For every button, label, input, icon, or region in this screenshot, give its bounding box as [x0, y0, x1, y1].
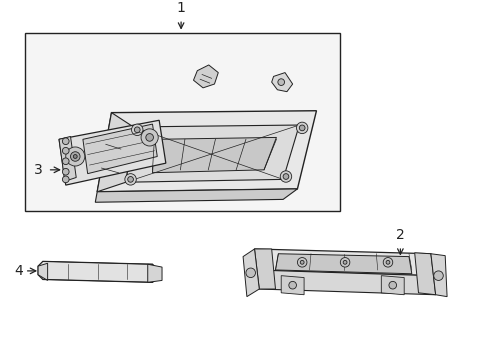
Circle shape [62, 158, 69, 165]
Polygon shape [97, 111, 316, 192]
Polygon shape [125, 125, 299, 182]
Circle shape [283, 174, 288, 179]
Polygon shape [275, 254, 411, 274]
Polygon shape [414, 253, 435, 295]
Circle shape [288, 282, 296, 289]
Polygon shape [281, 276, 304, 295]
Polygon shape [254, 270, 435, 295]
Polygon shape [59, 120, 165, 185]
Polygon shape [243, 249, 259, 297]
Polygon shape [83, 124, 157, 174]
Circle shape [145, 134, 153, 141]
Circle shape [383, 257, 392, 267]
Circle shape [340, 257, 349, 267]
Polygon shape [38, 261, 157, 282]
Circle shape [124, 174, 136, 185]
Polygon shape [38, 263, 47, 280]
Circle shape [280, 171, 291, 182]
Circle shape [62, 168, 69, 175]
Circle shape [300, 260, 304, 264]
Circle shape [386, 260, 389, 264]
Text: 2: 2 [395, 228, 404, 242]
Polygon shape [271, 73, 292, 92]
Polygon shape [25, 32, 340, 211]
Circle shape [277, 79, 284, 85]
Circle shape [131, 124, 142, 135]
Circle shape [65, 147, 84, 166]
Text: 3: 3 [34, 163, 43, 177]
Circle shape [62, 148, 69, 154]
Polygon shape [381, 276, 404, 295]
Circle shape [73, 154, 77, 158]
Circle shape [245, 268, 255, 278]
Circle shape [62, 176, 69, 183]
Polygon shape [147, 264, 162, 282]
Circle shape [388, 282, 396, 289]
Polygon shape [152, 138, 276, 173]
Text: 4: 4 [14, 264, 23, 278]
Polygon shape [254, 249, 430, 276]
Circle shape [62, 138, 69, 145]
Polygon shape [59, 136, 76, 181]
Circle shape [134, 127, 140, 132]
Polygon shape [254, 249, 275, 289]
Polygon shape [430, 254, 446, 297]
Polygon shape [193, 65, 218, 88]
Circle shape [141, 129, 158, 146]
Text: 1: 1 [176, 1, 185, 15]
Circle shape [70, 152, 80, 161]
Circle shape [296, 122, 307, 134]
Circle shape [127, 176, 133, 182]
Polygon shape [95, 189, 297, 202]
Circle shape [297, 257, 306, 267]
Circle shape [299, 125, 305, 131]
Circle shape [433, 271, 443, 280]
Polygon shape [97, 113, 133, 192]
Circle shape [343, 260, 346, 264]
